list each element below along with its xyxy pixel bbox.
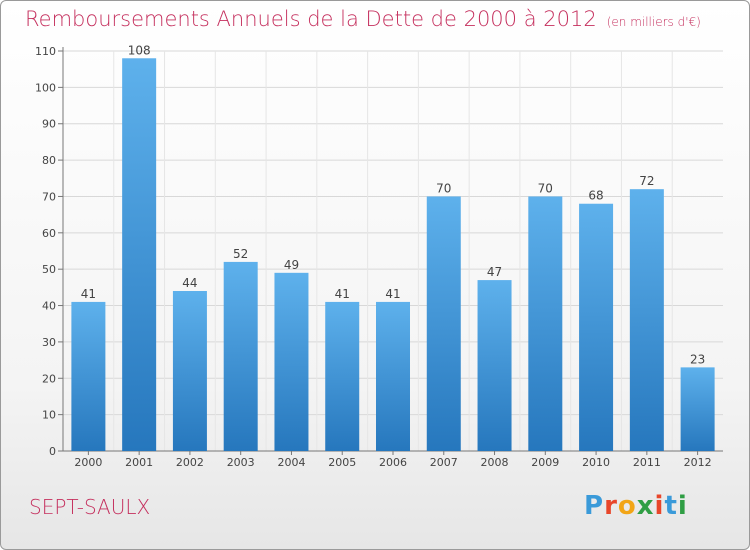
- y-tick-label: 110: [35, 45, 56, 58]
- y-tick-label: 100: [35, 81, 56, 94]
- logo-letter: P: [584, 491, 605, 521]
- proxiti-logo: Proxiti: [584, 491, 688, 521]
- logo-letter: x: [636, 491, 655, 521]
- logo-letter: i: [677, 491, 688, 521]
- data-label: 41: [81, 287, 96, 301]
- bar-2008: [477, 280, 512, 451]
- x-tick-label: 2000: [74, 456, 102, 469]
- y-tick-label: 20: [42, 372, 56, 385]
- x-tick-label: 2004: [277, 456, 305, 469]
- x-tick-label: 2012: [684, 456, 712, 469]
- y-tick-label: 80: [42, 154, 56, 167]
- bar-2004: [274, 272, 309, 451]
- logo-letter: t: [664, 491, 678, 521]
- y-tick-label: 10: [42, 409, 56, 422]
- x-tick-label: 2007: [430, 456, 458, 469]
- y-tick-label: 30: [42, 336, 56, 349]
- bar-2000: [71, 301, 106, 451]
- data-label: 108: [128, 43, 151, 57]
- data-label: 52: [233, 247, 248, 261]
- x-tick-label: 2001: [125, 456, 153, 469]
- x-tick-label: 2009: [531, 456, 559, 469]
- data-label: 23: [690, 352, 705, 366]
- bar-2001: [122, 58, 157, 451]
- x-tick-label: 2005: [328, 456, 356, 469]
- logo-letter: i: [654, 491, 665, 521]
- chart-subtitle: (en milliers d'€): [606, 15, 701, 29]
- bar-2009: [528, 196, 563, 451]
- logo-letter: r: [604, 491, 618, 521]
- bar-2003: [223, 261, 258, 451]
- bar-2007: [426, 196, 461, 451]
- bar-2002: [172, 291, 207, 451]
- y-tick-label: 40: [42, 300, 56, 313]
- data-label: 47: [487, 265, 502, 279]
- commune-name: SEPT-SAULX: [29, 495, 151, 519]
- y-tick-label: 50: [42, 263, 56, 276]
- y-tick-label: 0: [49, 445, 56, 458]
- bar-2010: [579, 203, 614, 451]
- x-tick-label: 2002: [176, 456, 204, 469]
- data-label: 72: [639, 174, 654, 188]
- bar-2011: [629, 189, 664, 451]
- data-label: 49: [284, 258, 299, 272]
- bar-2006: [376, 301, 410, 451]
- data-label: 70: [538, 181, 553, 195]
- y-tick-label: 70: [42, 190, 56, 203]
- bar-2005: [325, 301, 360, 451]
- logo-letter: o: [617, 491, 637, 521]
- x-tick-label: 2003: [227, 456, 255, 469]
- x-tick-label: 2010: [582, 456, 610, 469]
- data-label: 44: [182, 276, 197, 290]
- x-tick-label: 2011: [633, 456, 661, 469]
- x-tick-label: 2008: [481, 456, 509, 469]
- data-label: 41: [385, 287, 400, 301]
- bar-2012: [680, 367, 715, 451]
- data-label: 41: [335, 287, 350, 301]
- x-tick-label: 2006: [379, 456, 407, 469]
- data-label: 68: [588, 189, 603, 203]
- data-label: 70: [436, 181, 451, 195]
- chart-title: Remboursements Annuels de la Dette de 20…: [25, 7, 701, 31]
- y-tick-label: 60: [42, 227, 56, 240]
- y-tick-label: 90: [42, 118, 56, 131]
